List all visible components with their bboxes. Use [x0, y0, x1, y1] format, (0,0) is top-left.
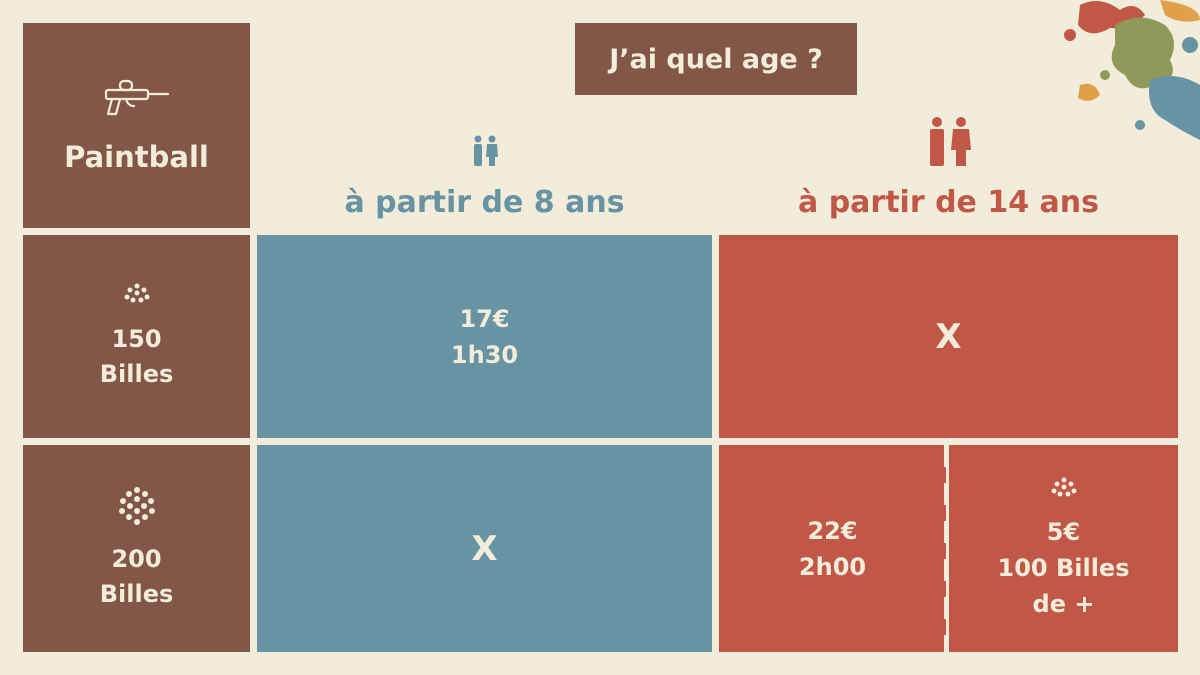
- adults-icon: [926, 117, 972, 175]
- unavailable-mark: X: [471, 528, 498, 569]
- paintball-gun-icon: [104, 78, 170, 122]
- paintballs-small-icon: [1049, 476, 1079, 504]
- cell-200-age-14: 22€ 2h00: [719, 445, 946, 652]
- cell-200-age-14-duration: 2h00: [798, 552, 867, 581]
- extra-price: 5€: [1046, 517, 1081, 546]
- extra-balls-count: 100 Billes: [997, 553, 1130, 582]
- cell-150-age-8-price: 17€: [459, 304, 510, 333]
- age-8-label: à partir de 8 ans: [344, 185, 625, 220]
- unavailable-mark: X: [935, 316, 962, 357]
- row-label-150: 150 Billes: [23, 235, 250, 438]
- row-label-200: 200 Billes: [23, 445, 250, 652]
- children-icon: [470, 135, 500, 175]
- dashed-divider: [944, 445, 949, 652]
- page-title-text: J’ai quel age ?: [609, 43, 823, 75]
- age-column-14: à partir de 14 ans: [719, 105, 1178, 220]
- paint-splatter-decoration: [1064, 0, 1200, 140]
- row-150-number: 150: [111, 324, 162, 353]
- row-150-unit: Billes: [99, 359, 174, 388]
- page-title: J’ai quel age ?: [575, 23, 857, 95]
- cell-150-age-8: 17€ 1h30: [257, 235, 712, 438]
- cell-150-age-8-duration: 1h30: [450, 340, 519, 369]
- row-200-number: 200: [111, 544, 162, 573]
- row-200-unit: Billes: [99, 579, 174, 608]
- cell-extra-balls: 5€ 100 Billes de +: [949, 445, 1178, 652]
- age-column-8: à partir de 8 ans: [257, 105, 712, 220]
- paintballs-small-icon: [122, 282, 152, 310]
- cell-150-age-14: X: [719, 235, 1178, 438]
- corner-cell: Paintball: [23, 23, 250, 228]
- cell-200-age-14-price: 22€: [807, 516, 858, 545]
- extra-balls-suffix: de +: [1032, 589, 1095, 618]
- cell-200-age-8: X: [257, 445, 712, 652]
- age-14-label: à partir de 14 ans: [798, 185, 1099, 220]
- corner-label: Paintball: [64, 139, 209, 174]
- paintballs-large-icon: [117, 486, 157, 530]
